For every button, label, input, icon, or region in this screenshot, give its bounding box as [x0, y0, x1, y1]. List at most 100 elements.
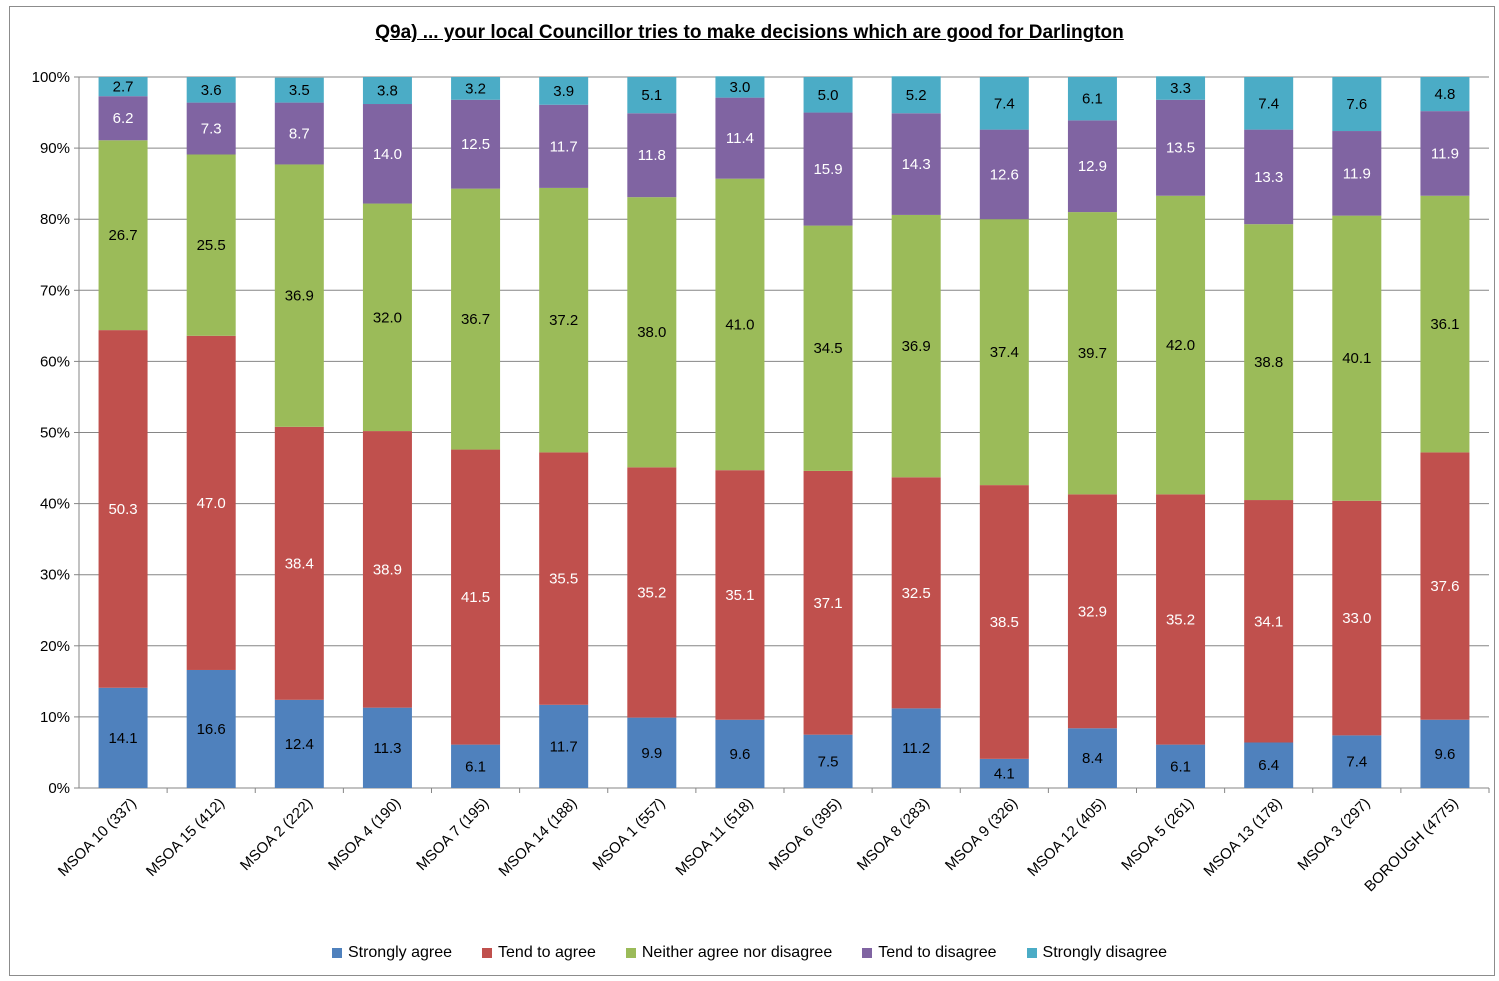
bar-segment [979, 758, 1029, 788]
legend-item: Strongly agree [331, 944, 453, 962]
y-tick-label: 80% [40, 211, 70, 228]
data-label: 11.2 [902, 740, 930, 757]
bar-segment [1244, 742, 1294, 788]
bar-segment [803, 225, 853, 471]
y-tick-label: 100% [32, 69, 70, 86]
data-label: 36.1 [1430, 316, 1459, 333]
data-label: 13.3 [1254, 169, 1283, 186]
y-tick-label: 40% [40, 496, 70, 513]
data-label: 11.9 [1343, 165, 1371, 182]
x-tick-label: MSOA 6 (395) [766, 795, 845, 874]
data-label: 8.4 [1082, 750, 1103, 767]
data-label: 3.3 [1170, 80, 1191, 97]
legend-swatch [862, 948, 873, 958]
data-label: 35.5 [549, 571, 578, 588]
data-label: 6.2 [113, 110, 134, 127]
bar-segment [715, 719, 765, 788]
bar-segment [362, 104, 412, 204]
y-tick-label: 20% [40, 638, 70, 655]
y-tick-label: 60% [40, 353, 70, 370]
bar-segment [627, 113, 677, 198]
bar-segment [98, 687, 148, 788]
bar-segment [803, 734, 853, 788]
data-label: 9.6 [730, 746, 751, 763]
bar-segment [1332, 215, 1382, 501]
bar-segment [539, 187, 589, 453]
data-label: 34.1 [1254, 613, 1283, 630]
data-label: 5.2 [906, 87, 927, 104]
bar-segment [627, 717, 677, 788]
data-label: 8.7 [289, 126, 310, 143]
data-label: 9.9 [641, 745, 662, 762]
data-label: 3.8 [377, 83, 398, 100]
bar-segment [891, 477, 941, 709]
bar-segment [627, 77, 677, 114]
data-label: 41.0 [725, 316, 754, 333]
bar-segment [803, 77, 853, 113]
legend-label: Strongly disagree [1042, 944, 1168, 961]
bar-segment [1067, 728, 1117, 788]
bar-segment [451, 744, 501, 788]
bar-segment [891, 113, 941, 215]
x-tick-label: MSOA 4 (190) [325, 795, 404, 874]
data-label: 37.1 [813, 595, 842, 612]
data-label: 32.0 [373, 309, 402, 326]
bar-segment [539, 77, 589, 105]
bar-segment [362, 431, 412, 708]
chart-legend: Strongly agree Tend to agree Neither agree… [0, 944, 1499, 962]
bar-segment [186, 669, 236, 788]
data-label: 11.7 [550, 138, 578, 155]
bar-segment [627, 467, 677, 718]
data-label: 2.7 [113, 79, 134, 96]
data-label: 42.0 [1166, 337, 1195, 354]
x-tick-label: BOROUGH (4775) [1361, 795, 1461, 895]
data-label: 12.6 [990, 166, 1019, 183]
bar-segment [186, 102, 236, 155]
data-label: 36.9 [902, 338, 931, 355]
bar-segment [1420, 195, 1470, 453]
bar-segment [979, 485, 1029, 759]
bar-segment [1332, 735, 1382, 788]
data-label: 41.5 [461, 589, 490, 606]
bar-segment [451, 449, 501, 745]
data-label: 38.8 [1254, 354, 1283, 371]
bar-segment [891, 708, 941, 788]
data-label: 11.9 [1431, 145, 1459, 162]
bar-segment [1244, 129, 1294, 225]
data-label: 35.2 [1166, 611, 1195, 628]
bar-segment [186, 335, 236, 670]
data-label: 36.7 [461, 311, 490, 328]
bar-segment [98, 96, 148, 141]
data-label: 7.4 [1258, 95, 1279, 112]
data-label: 11.4 [726, 130, 754, 147]
data-label: 7.4 [1346, 754, 1367, 771]
data-label: 38.0 [637, 324, 666, 341]
data-label: 26.7 [108, 227, 137, 244]
bar-segment [274, 102, 324, 165]
bar-segment [803, 470, 853, 735]
data-label: 7.3 [201, 121, 222, 138]
legend-label: Strongly agree [347, 944, 453, 961]
y-tick-label: 50% [40, 425, 70, 442]
bar-segment [539, 704, 589, 788]
data-label: 7.5 [818, 753, 839, 770]
bar-segment [1332, 77, 1382, 132]
bar-segment [1156, 99, 1206, 196]
bar-segment [979, 129, 1029, 220]
legend-item: Neither agree nor disagree [625, 944, 832, 962]
data-label: 36.9 [285, 288, 314, 305]
data-label: 6.1 [1082, 91, 1103, 108]
data-label: 11.3 [373, 740, 401, 757]
bar-segment [1067, 120, 1117, 213]
bar-segment [362, 77, 412, 105]
x-tick-label: MSOA 8 (283) [854, 795, 933, 874]
x-tick-label: MSOA 15 (412) [143, 795, 228, 880]
y-tick-label: 10% [40, 709, 70, 726]
bar-segment [1420, 452, 1470, 720]
data-label: 5.1 [641, 87, 662, 104]
bar-segment [1067, 494, 1117, 729]
data-label: 6.1 [1170, 758, 1191, 775]
data-label: 34.5 [813, 340, 842, 357]
legend-swatch [331, 948, 342, 958]
